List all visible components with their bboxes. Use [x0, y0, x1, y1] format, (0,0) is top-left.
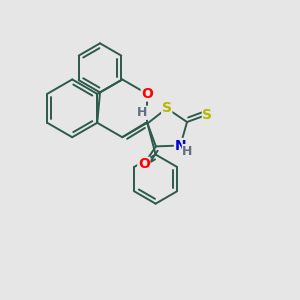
- Text: O: O: [141, 87, 153, 101]
- Text: S: S: [162, 101, 172, 116]
- Text: H: H: [137, 106, 148, 119]
- Text: O: O: [138, 158, 150, 171]
- Text: S: S: [202, 108, 212, 122]
- Text: H: H: [182, 145, 193, 158]
- Text: N: N: [175, 139, 186, 152]
